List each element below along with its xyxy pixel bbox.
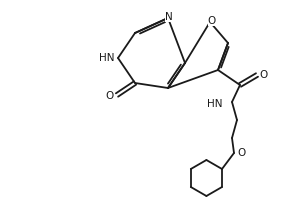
Text: HN: HN (208, 99, 223, 109)
Text: O: O (106, 91, 114, 101)
Text: N: N (165, 12, 173, 22)
Text: HN: HN (98, 53, 114, 63)
Text: O: O (237, 148, 245, 158)
Text: O: O (260, 70, 268, 80)
Text: O: O (208, 16, 216, 26)
